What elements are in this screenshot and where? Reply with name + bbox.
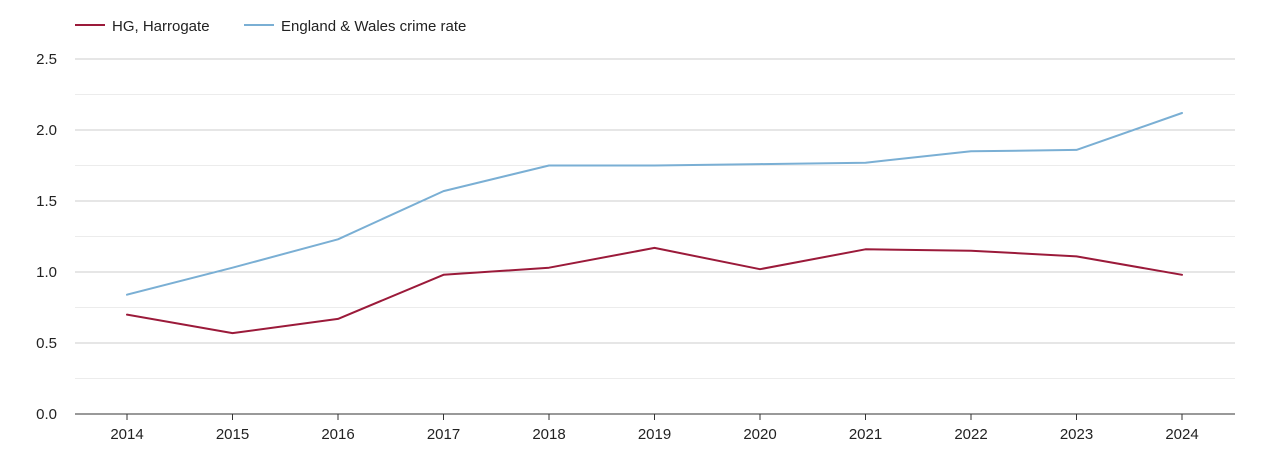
x-tick-label-2020: 2020 — [743, 426, 776, 443]
x-tick-label-2023: 2023 — [1060, 426, 1093, 443]
x-tick-label-2018: 2018 — [532, 426, 565, 443]
x-tick-label-2017: 2017 — [427, 426, 460, 443]
legend-item-england-wales[interactable]: England & Wales crime rate — [244, 18, 466, 35]
series-line-england-wales[interactable] — [126, 112, 1183, 296]
legend-label-england-wales: England & Wales crime rate — [281, 18, 466, 35]
series-line-harrogate[interactable] — [126, 246, 1183, 335]
x-tick-label-2015: 2015 — [216, 426, 249, 443]
x-tick-label-2022: 2022 — [954, 426, 987, 443]
y-tick-label: 2.0 — [36, 122, 57, 139]
x-tick-label-2019: 2019 — [638, 426, 671, 443]
legend-item-harrogate[interactable]: HG, Harrogate — [75, 18, 210, 35]
series-lines — [126, 112, 1183, 335]
x-tick-label-2016: 2016 — [321, 426, 354, 443]
y-tick-label: 0.0 — [36, 406, 57, 423]
x-tick-label-2021: 2021 — [849, 426, 882, 443]
y-tick-label: 0.5 — [36, 335, 57, 352]
chart-legend: HG, Harrogate England & Wales crime rate — [75, 18, 466, 35]
y-tick-label: 1.0 — [36, 264, 57, 281]
y-tick-label: 1.5 — [36, 193, 57, 210]
y-tick-label: 2.5 — [36, 51, 57, 68]
x-tick-label-2014: 2014 — [110, 426, 143, 443]
x-axis: 2014 2015 2016 2017 2018 2019 2020 2021 2022 2023… — [75, 413, 1235, 443]
y-axis: 0.0 0.5 1.0 1.5 2.0 2.5 — [36, 51, 57, 423]
x-tick-label-2024: 2024 — [1165, 426, 1198, 443]
legend-label-harrogate: HG, Harrogate — [112, 18, 210, 35]
